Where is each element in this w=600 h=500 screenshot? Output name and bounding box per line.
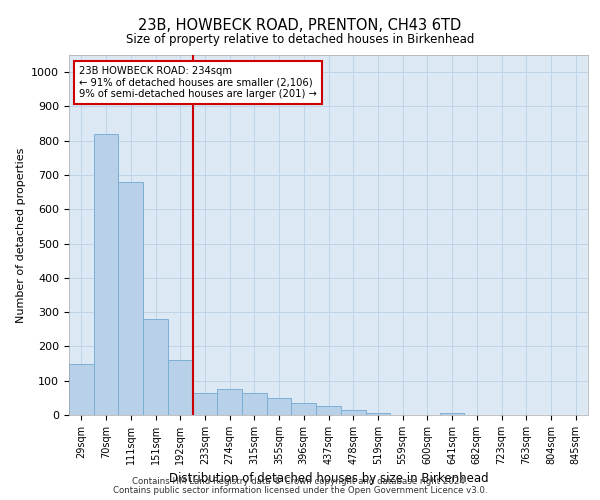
Text: Contains HM Land Registry data © Crown copyright and database right 2024.: Contains HM Land Registry data © Crown c… — [132, 477, 468, 486]
Bar — [242, 392, 267, 415]
Bar — [341, 410, 365, 415]
Bar — [193, 392, 217, 415]
Text: 23B, HOWBECK ROAD, PRENTON, CH43 6TD: 23B, HOWBECK ROAD, PRENTON, CH43 6TD — [139, 18, 461, 32]
Bar — [440, 414, 464, 415]
Bar — [267, 398, 292, 415]
Text: Size of property relative to detached houses in Birkenhead: Size of property relative to detached ho… — [126, 32, 474, 46]
Y-axis label: Number of detached properties: Number of detached properties — [16, 148, 26, 322]
Bar — [118, 182, 143, 415]
Text: Contains public sector information licensed under the Open Government Licence v3: Contains public sector information licen… — [113, 486, 487, 495]
Bar — [69, 364, 94, 415]
Text: 23B HOWBECK ROAD: 234sqm
← 91% of detached houses are smaller (2,106)
9% of semi: 23B HOWBECK ROAD: 234sqm ← 91% of detach… — [79, 66, 317, 99]
Bar — [168, 360, 193, 415]
Bar — [94, 134, 118, 415]
X-axis label: Distribution of detached houses by size in Birkenhead: Distribution of detached houses by size … — [169, 472, 488, 486]
Bar — [143, 319, 168, 415]
Bar — [217, 390, 242, 415]
Bar — [316, 406, 341, 415]
Bar — [292, 403, 316, 415]
Bar — [365, 414, 390, 415]
